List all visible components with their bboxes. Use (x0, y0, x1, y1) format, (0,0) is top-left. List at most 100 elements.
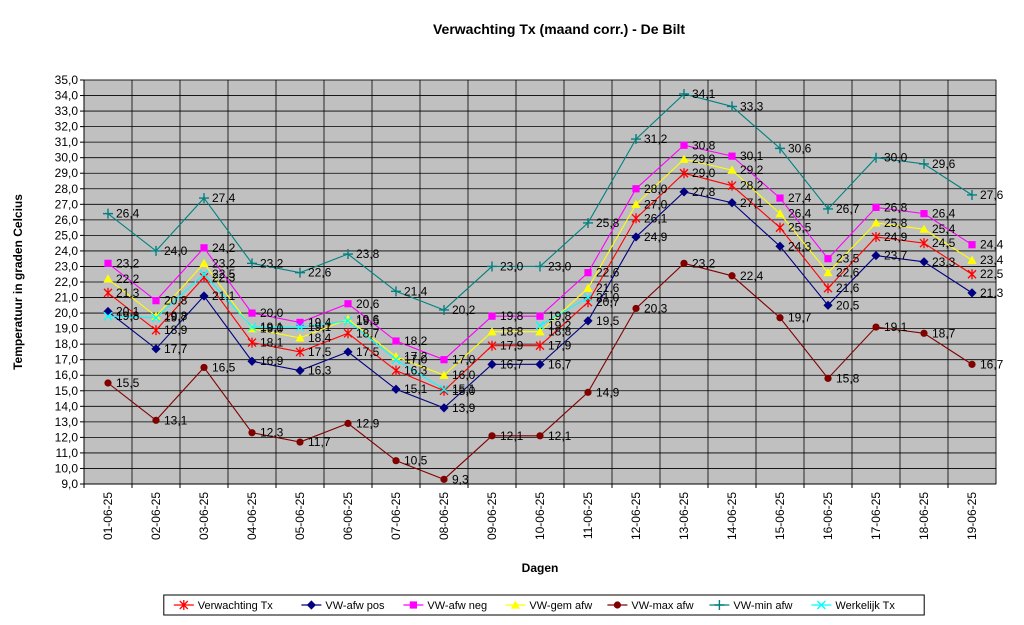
data-label: 15,1 (404, 382, 428, 396)
data-label: 20,2 (452, 303, 476, 317)
data-label: 20,3 (644, 301, 668, 315)
data-label: 23,5 (836, 252, 860, 266)
data-point (295, 333, 305, 342)
data-label: 20,5 (836, 298, 860, 312)
series-line (539, 297, 589, 326)
data-point (151, 313, 161, 323)
data-label: 16,7 (548, 357, 572, 371)
x-tick-label: 06-06-25 (341, 492, 355, 540)
data-point (343, 249, 353, 260)
data-label: 19,1 (260, 320, 284, 334)
data-point (391, 286, 401, 297)
legend-label: Werkelijk Tx (835, 600, 895, 612)
data-point (487, 340, 497, 351)
data-label: 26,8 (884, 200, 908, 214)
data-label: 16,0 (452, 368, 476, 382)
data-point (968, 241, 976, 249)
data-point (535, 327, 545, 336)
legend: Verwachting Tx VW-afw pos VW-afw neg VW-gem… (163, 594, 925, 616)
y-tick-label: 16,0 (55, 368, 79, 382)
data-point (296, 318, 304, 326)
data-label: 16,9 (260, 354, 284, 368)
data-point (488, 312, 496, 320)
data-label: 23,0 (548, 259, 572, 273)
data-label: 23,7 (884, 249, 908, 263)
data-label: 31,2 (644, 132, 668, 146)
data-point (535, 321, 545, 331)
data-label: 20,0 (260, 306, 284, 320)
data-label: 30,6 (788, 141, 812, 155)
data-point (535, 261, 545, 272)
data-point (775, 241, 785, 251)
data-label: 11,7 (308, 435, 331, 449)
data-point (919, 158, 929, 169)
x-tick-label: 02-06-25 (149, 492, 163, 540)
data-point (199, 258, 209, 267)
legend-marker (714, 600, 725, 610)
data-label: 18,1 (260, 336, 284, 350)
data-label: 24,9 (644, 230, 668, 244)
data-label: 12,1 (548, 429, 572, 443)
data-label: 18,7 (932, 326, 956, 340)
data-point (920, 210, 928, 218)
data-label: 24,5 (932, 236, 956, 250)
data-label: 15,5 (116, 376, 140, 390)
data-label: 21,3 (980, 286, 1004, 300)
data-point (632, 304, 640, 313)
data-label: 22,6 (308, 266, 332, 280)
legend-item: Verwachting Tx (173, 600, 274, 612)
series-layer (103, 88, 977, 483)
data-point (679, 187, 689, 197)
data-label: 23,4 (980, 253, 1004, 267)
data-point (439, 384, 449, 394)
data-point (247, 337, 257, 348)
data-point (440, 356, 448, 364)
data-label: 21,6 (836, 281, 860, 295)
data-label: 23,2 (260, 256, 284, 270)
data-point (247, 258, 257, 269)
data-point (679, 88, 689, 99)
data-label: 17,9 (548, 339, 572, 353)
data-label: 25,5 (788, 221, 812, 235)
data-point (727, 180, 737, 191)
data-point (776, 314, 784, 322)
y-tick-label: 13,0 (55, 415, 79, 429)
data-point (536, 432, 544, 440)
data-point (151, 344, 161, 354)
data-label: 18,8 (500, 325, 524, 339)
data-label: 20,7 (596, 295, 620, 309)
data-point (343, 347, 353, 357)
data-label: 10,5 (404, 454, 428, 468)
legend-label: Verwachting Tx (198, 600, 274, 612)
y-tick-label: 23,0 (55, 259, 79, 273)
data-point (583, 283, 593, 292)
legend-item: VW-gem afw (505, 600, 592, 612)
data-point (584, 269, 592, 277)
legend-item: VW-afw neg (403, 600, 487, 612)
data-label: 24,0 (164, 244, 188, 258)
data-label: 29,6 (932, 157, 956, 171)
data-label: 21,6 (596, 281, 620, 295)
data-point (775, 143, 785, 154)
data-point (391, 365, 401, 376)
data-point (872, 323, 880, 331)
data-label: 23,2 (212, 256, 236, 270)
y-tick-label: 25,0 (55, 228, 79, 242)
data-label: 16,3 (308, 364, 332, 378)
data-point (680, 259, 688, 267)
data-point (488, 432, 496, 440)
data-point (295, 346, 305, 357)
data-label: 21,3 (116, 286, 140, 300)
y-tick-label: 10,0 (55, 461, 79, 475)
x-tick-label: 15-06-25 (773, 492, 787, 540)
series-verwachting-tx (103, 168, 977, 396)
data-point (584, 388, 592, 396)
data-point (487, 359, 497, 369)
data-label: 12,1 (500, 429, 524, 443)
data-label: 26,4 (116, 207, 140, 221)
data-label: 18,8 (548, 325, 572, 339)
data-point (152, 416, 160, 424)
data-label: 22,4 (740, 269, 764, 283)
data-point (103, 208, 113, 219)
legend-marker (306, 600, 316, 610)
